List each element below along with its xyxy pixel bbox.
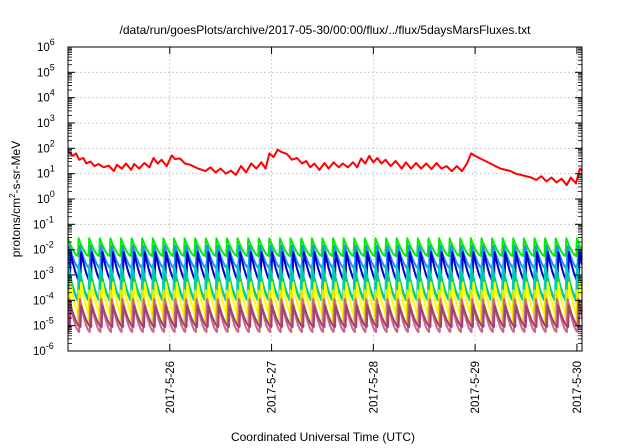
sawtooth-series-line: [68, 304, 582, 328]
y-tick-exponent: 1: [50, 164, 55, 174]
y-tick-base: 10: [37, 93, 50, 105]
y-tick-label: 10-6: [33, 341, 54, 358]
sawtooth-series-line: [68, 251, 582, 284]
y-tick-exponent: -1: [46, 214, 54, 224]
sawtooth-series-line: [68, 281, 582, 320]
y-tick-base: 10: [33, 346, 46, 358]
y-axis: 10-610-510-410-310-210-11001011021031041…: [33, 37, 582, 358]
y-tick-base: 10: [33, 321, 46, 333]
y-tick-label: 103: [37, 113, 55, 130]
x-tick-label: 2017-5-27: [267, 361, 279, 413]
y-tick-exponent: -6: [46, 341, 54, 351]
y-axis-label-part: -s-sr-MeV: [9, 141, 23, 194]
x-tick-label: 2017-5-28: [368, 361, 380, 413]
sawtooth-series-line: [68, 244, 582, 270]
x-axis: 2017-5-26 2017-5-27 2017-5-28 2017-5-29 2017…: [165, 47, 584, 413]
y-tick-label: 100: [37, 189, 55, 206]
y-tick-exponent: 0: [50, 189, 55, 199]
red-series-line: [68, 148, 582, 187]
y-tick-label: 101: [37, 164, 55, 181]
sawtooth-series-line: [68, 298, 582, 333]
y-tick-exponent: -3: [46, 265, 54, 275]
y-tick-base: 10: [37, 118, 50, 130]
x-tick-label: 2017-5-30: [572, 361, 584, 413]
y-tick-label: 10-2: [33, 240, 54, 257]
y-tick-base: 10: [33, 295, 46, 307]
y-tick-exponent: -2: [46, 240, 54, 250]
x-tick-label: 2017-5-29: [470, 361, 482, 413]
y-tick-exponent: -5: [46, 316, 54, 326]
y-tick-label: 10-4: [33, 290, 54, 307]
y-tick-exponent: 5: [50, 62, 55, 72]
y-tick-exponent: 3: [50, 113, 55, 123]
y-tick-base: 10: [37, 143, 50, 155]
y-tick-base: 10: [33, 219, 46, 231]
y-axis-label-superscript: 2: [8, 193, 17, 198]
y-tick-label: 106: [37, 37, 55, 54]
y-tick-exponent: -4: [46, 290, 54, 300]
y-tick-label: 10-1: [33, 214, 54, 231]
chart-title: /data/run/goesPlots/archive/2017-05-30/0…: [120, 23, 532, 37]
y-tick-label: 10-3: [33, 265, 54, 282]
y-tick-base: 10: [37, 67, 50, 79]
y-tick-label: 105: [37, 62, 55, 79]
x-axis-label: Coordinated Universal Time (UTC): [231, 430, 415, 444]
y-tick-base: 10: [37, 194, 50, 206]
y-tick-base: 10: [37, 42, 50, 54]
y-axis-label: protons/cm2-s-sr-MeV: [8, 141, 23, 257]
y-tick-exponent: 4: [50, 88, 55, 98]
y-tick-base: 10: [33, 245, 46, 257]
y-tick-label: 10-5: [33, 316, 54, 333]
series-group: [68, 148, 582, 333]
y-axis-label-part: protons/cm: [9, 198, 23, 257]
y-tick-exponent: 6: [50, 37, 55, 47]
sawtooth-series-line: [68, 272, 582, 303]
y-tick-base: 10: [33, 270, 46, 282]
y-tick-base: 10: [37, 169, 50, 181]
y-tick-exponent: 2: [50, 138, 55, 148]
sawtooth-series-line: [68, 237, 582, 257]
x-tick-label: 2017-5-26: [165, 361, 177, 413]
y-tick-label: 104: [37, 88, 55, 105]
y-tick-label: 102: [37, 138, 55, 155]
